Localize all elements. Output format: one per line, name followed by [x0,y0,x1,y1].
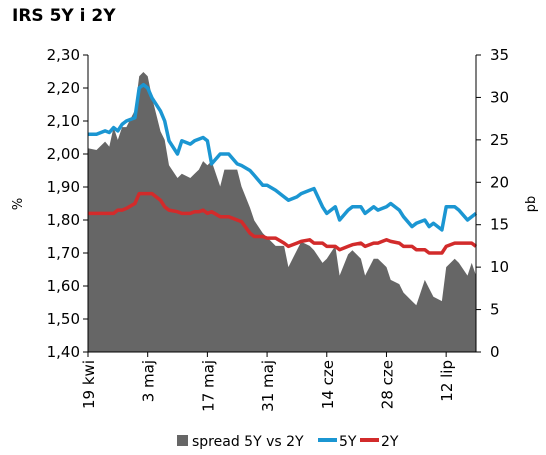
y-left-tick-label: 1,40 [47,343,80,361]
y-right-tick-label: 20 [490,173,509,191]
spread-area-layer [88,72,476,352]
y-right-tick-label: 5 [490,301,500,319]
y-right-tick-label: 25 [490,131,509,149]
series-area-spread [88,72,476,352]
chart-title: IRS 5Y i 2Y [12,6,116,26]
legend: spread 5Y vs 2Y 5Y 2Y [177,434,399,450]
x-tick-label: 12 lip [438,360,456,402]
y-right-tick-label: 30 [490,88,509,106]
x-tick-label: 28 cze [379,360,397,409]
y-left-tick-label: 2,00 [47,145,80,163]
y-right-tick-label: 0 [490,343,500,361]
y-left-tick-label: 1,90 [47,178,80,196]
x-tick-label: 3 maj [140,360,158,402]
axes-layer [87,55,477,353]
y-right-tick-label: 10 [490,258,509,276]
y-left-tick-label: 2,20 [47,79,80,97]
y-left-tick-label: 2,10 [47,112,80,130]
y-left-tick-label: 1,60 [47,277,80,295]
x-tick-label: 17 maj [199,360,217,412]
x-tick-label: 31 maj [259,360,277,412]
legend-label-5y: 5Y [339,434,357,450]
series-line-5y [88,82,478,232]
y-left-tick-label: 1,70 [47,244,80,262]
x-tick-label: 19 kwi [80,360,98,409]
y-right-tick-label: 35 [490,46,509,64]
y-axis-right-label: pb [524,196,539,213]
y-left-tick-label: 1,80 [47,211,80,229]
legend-label-2y: 2Y [381,434,399,450]
legend-swatch-spread [177,435,188,446]
ticks-layer: 1,40 1,50 1,60 1,70 1,80 1,90 2,00 2,10 2,20 2,30… [47,46,510,412]
y-left-tick-label: 1,50 [47,310,80,328]
y-right-tick-label: 15 [490,216,509,234]
series-line-2y [88,191,478,255]
legend-label-spread: spread 5Y vs 2Y [192,434,304,450]
y-axis-left-label: % [11,198,26,210]
series-line-layer [88,82,478,255]
x-tick-label: 14 cze [319,360,337,409]
y-left-tick-label: 2,30 [47,46,80,64]
